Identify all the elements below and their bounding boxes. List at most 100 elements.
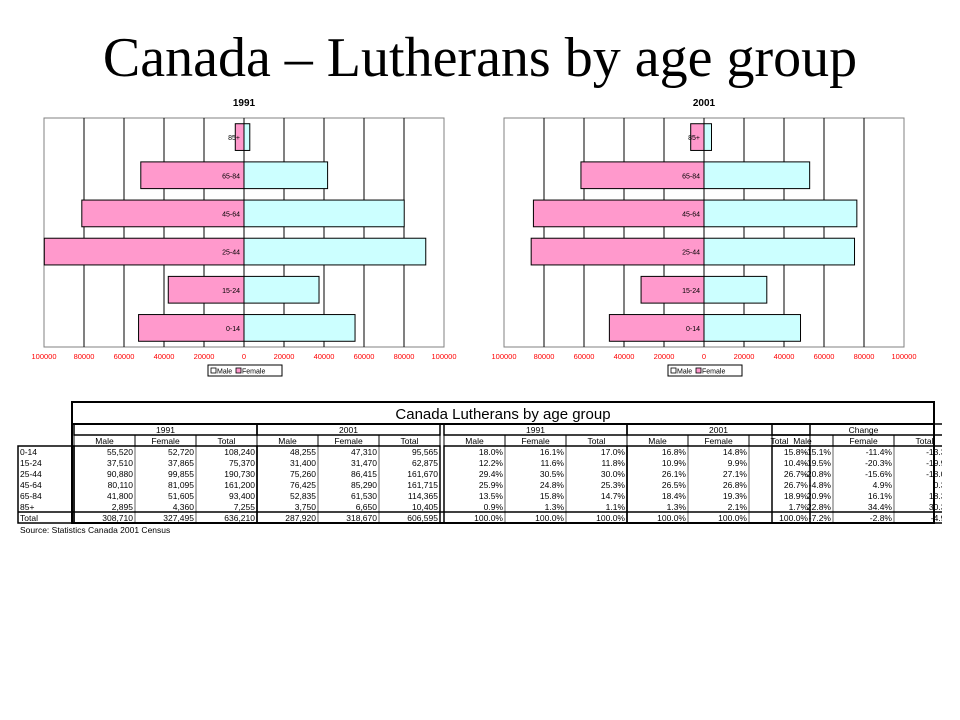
bar-male-65-84 (140, 161, 245, 190)
count-cell: 190,730 (224, 469, 255, 479)
category-label: 15-24 (682, 288, 700, 295)
pct-cell: 26.8% (723, 480, 748, 490)
bar-male-15-24 (640, 275, 705, 304)
count-cell: 51,605 (168, 491, 194, 501)
x-tick-label: 60000 (354, 352, 375, 361)
x-tick-label: 80000 (854, 352, 875, 361)
change-cell: -20.8% (804, 469, 831, 479)
x-tick-label: 100000 (431, 352, 456, 361)
bar-male-15-24 (167, 275, 245, 304)
count-cell: 55,520 (107, 447, 133, 457)
pct-cell: 18.9% (784, 491, 809, 501)
pct-cell: 2.1% (728, 502, 748, 512)
change-cell: 20.9% (807, 491, 832, 501)
col-header: Total (588, 436, 606, 446)
bar-male-45-64 (81, 199, 245, 228)
table-title: Canada Lutherans by age group (395, 406, 610, 423)
pyramid-chart-1991: 1991 0-14 15-24 25-44 45-64 65-84 85+ 100000 800… (12, 92, 472, 392)
count-cell: 61,530 (351, 491, 377, 501)
table-frame (71, 401, 935, 524)
category-label: 85+ (688, 135, 700, 142)
col-header: Male (278, 436, 297, 446)
count-cell: 3,750 (295, 502, 317, 512)
bar-female-25-44 (703, 237, 856, 266)
count-cell: 52,835 (290, 491, 316, 501)
pct-cell: 25.3% (601, 480, 626, 490)
row-label: 0-14 (20, 447, 37, 457)
count-cell: 2,895 (112, 502, 134, 512)
pct-cell: 19.3% (723, 491, 748, 501)
legend-swatch-male (670, 367, 677, 374)
count-cell: 81,095 (168, 480, 194, 490)
col-header: Male (648, 436, 667, 446)
group-header: 2001 (709, 425, 728, 435)
group-header: Change (849, 425, 879, 435)
chart-title: 1991 (233, 98, 256, 109)
bar-female-0-14 (703, 314, 802, 342)
change-cell: 16.1% (868, 491, 893, 501)
x-tick-label: 80000 (394, 352, 415, 361)
col-header: Male (95, 436, 114, 446)
pct-cell: 14.7% (601, 491, 626, 501)
bar-male-45-64 (532, 199, 705, 228)
pct-cell: 1.3% (545, 502, 565, 512)
pct-cell: 100.0% (718, 513, 747, 523)
pct-cell: 9.9% (728, 458, 748, 468)
bar-female-45-64 (243, 199, 405, 228)
change-cell: -4.8% (809, 480, 832, 490)
pct-cell: 24.8% (540, 480, 565, 490)
x-tick-label: 80000 (74, 352, 95, 361)
legend-label-male: Male (677, 369, 692, 376)
count-cell: 85,290 (351, 480, 377, 490)
count-cell: 41,800 (107, 491, 133, 501)
x-tick-label: 40000 (314, 352, 335, 361)
pct-cell: 13.5% (479, 491, 504, 501)
legend-swatch-male (210, 367, 217, 374)
col-header: Total (771, 436, 789, 446)
bar-female-45-64 (703, 199, 858, 228)
col-header: Female (849, 436, 878, 446)
count-cell: 318,670 (346, 513, 377, 523)
category-label: 65-84 (222, 173, 240, 180)
count-cell: 31,400 (290, 458, 316, 468)
group-header: 1991 (526, 425, 545, 435)
group-header: 1991 (156, 425, 175, 435)
pct-cell: 15.8% (540, 491, 565, 501)
legend-box (667, 364, 743, 377)
source-note: Source: Statistics Canada 2001 Census (20, 525, 170, 535)
row-label: 85+ (20, 502, 34, 512)
legend-swatch-female (695, 367, 702, 374)
data-table: Canada Lutherans by age group 1991 Male Fem… (12, 400, 942, 580)
pct-cell: 26.7% (784, 480, 809, 490)
count-cell: 606,595 (407, 513, 438, 523)
pct-cell: 18.0% (479, 447, 504, 457)
change-cell: 18.3% (929, 491, 942, 501)
change-cell: -19.9% (926, 458, 942, 468)
col-header: Total (401, 436, 419, 446)
change-cell: 30.3% (929, 502, 942, 512)
bar-female-65-84 (243, 161, 329, 190)
pct-cell: 10.9% (662, 458, 687, 468)
pct-cell: 100.0% (779, 513, 808, 523)
x-tick-label: 60000 (814, 352, 835, 361)
count-cell: 108,240 (224, 447, 255, 457)
category-label: 0-14 (226, 326, 240, 333)
change-cell: -4.9% (931, 513, 942, 523)
count-cell: 287,920 (285, 513, 316, 523)
row-label: 25-44 (20, 469, 42, 479)
pct-cell: 30.5% (540, 469, 565, 479)
bar-male-0-14 (138, 314, 245, 342)
pct-cell: 11.8% (602, 458, 626, 468)
count-cell: 161,670 (407, 469, 438, 479)
count-cell: 75,260 (290, 469, 316, 479)
legend: Male Female (207, 364, 283, 377)
x-tick-label: 100000 (491, 352, 516, 361)
change-cell: -15.6% (865, 469, 892, 479)
legend-label-female: Female (242, 369, 265, 376)
category-label: 25-44 (222, 250, 240, 257)
count-cell: 114,365 (408, 491, 438, 501)
bar-male-0-14 (608, 314, 705, 342)
change-cell: -19.5% (804, 458, 831, 468)
bar-female-65-84 (703, 161, 811, 190)
pct-cell: 1.7% (789, 502, 809, 512)
